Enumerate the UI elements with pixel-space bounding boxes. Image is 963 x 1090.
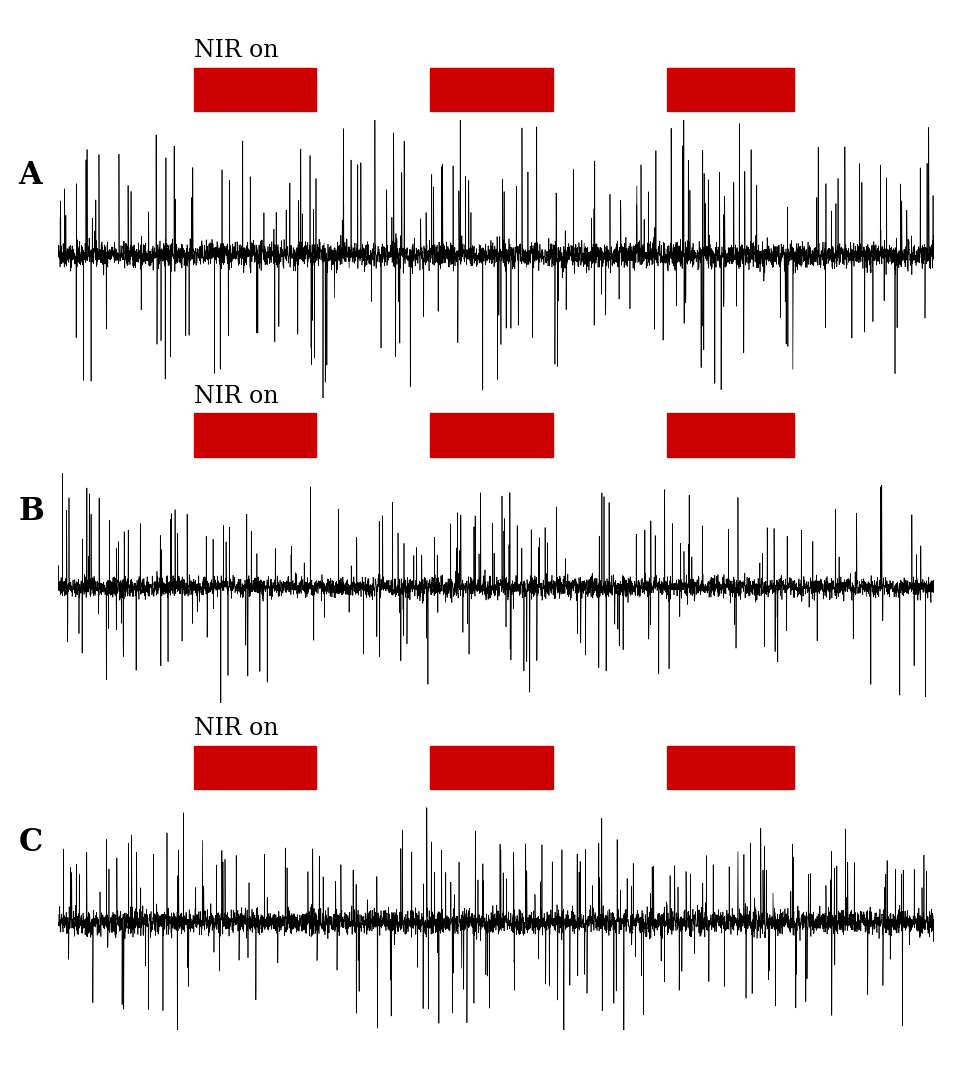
Text: B: B [18, 496, 44, 526]
Text: NIR on: NIR on [194, 385, 278, 408]
Text: C: C [18, 827, 42, 858]
Text: NIR on: NIR on [194, 717, 278, 740]
Text: A: A [18, 160, 42, 191]
Text: NIR on: NIR on [194, 39, 278, 62]
